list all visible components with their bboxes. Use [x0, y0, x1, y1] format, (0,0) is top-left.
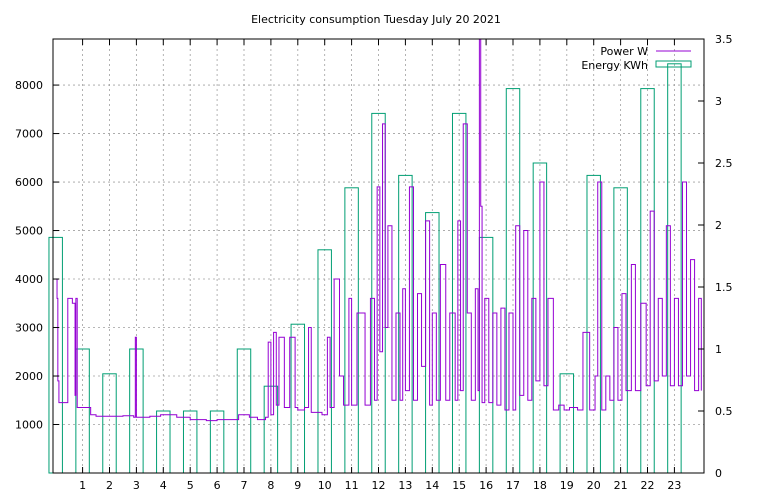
y-tick-label: 2000: [15, 370, 43, 383]
x-tick-label: 14: [425, 479, 439, 492]
x-tick-label: 13: [398, 479, 412, 492]
x-tick-label: 7: [240, 479, 247, 492]
chart-title: Electricity consumption Tuesday July 20 …: [251, 13, 501, 26]
x-tick-label: 9: [294, 479, 301, 492]
energy-bar: [48, 236, 63, 474]
x-tick-label: 16: [479, 479, 493, 492]
plot-frame: [52, 38, 705, 474]
x-tick-label: 23: [667, 479, 681, 492]
grid-lines: [53, 39, 704, 473]
power-line: [55, 38, 702, 422]
energy-bar: [559, 373, 575, 474]
x-tick-label: 21: [614, 479, 628, 492]
y-tick-label: 8000: [15, 79, 43, 92]
x-tick-label: 4: [160, 479, 167, 492]
energy-series: [48, 63, 682, 474]
legend-swatch-energy: [655, 60, 692, 68]
x-tick-label: 18: [533, 479, 547, 492]
x-tick-label: 1: [79, 479, 86, 492]
y2-tick-label: 3.5: [715, 33, 733, 46]
legend-label-energy: Energy KWh: [581, 59, 648, 72]
x-tick-label: 15: [452, 479, 466, 492]
y-tick-label: 4000: [15, 273, 43, 286]
y-tick-label: 5000: [15, 225, 43, 238]
y-tick-label: 3000: [15, 322, 43, 335]
x-tick-label: 17: [506, 479, 520, 492]
x-tick-label: 19: [560, 479, 574, 492]
x-tick-label: 3: [133, 479, 140, 492]
x-tick-label: 11: [345, 479, 359, 492]
y2-tick-label: 2.5: [715, 157, 733, 170]
legend-label-power: Power W: [600, 45, 648, 58]
power-series: [55, 38, 702, 422]
y2-tick-label: 2: [715, 219, 722, 232]
x-tick-label: 5: [187, 479, 194, 492]
x-tick-label: 22: [641, 479, 655, 492]
y2-tick-label: 0: [715, 467, 722, 480]
x-tick-label: 10: [318, 479, 332, 492]
y-tick-label: 1000: [15, 419, 43, 432]
x-tick-label: 6: [214, 479, 221, 492]
x-tick-label: 8: [267, 479, 274, 492]
y2-tick-label: 1.5: [715, 281, 733, 294]
x-tick-label: 12: [372, 479, 386, 492]
x-tick-label: 2: [106, 479, 113, 492]
y-tick-label: 6000: [15, 176, 43, 189]
y-tick-label: 7000: [15, 128, 43, 141]
y2-tick-label: 1: [715, 343, 722, 356]
y2-tick-label: 0.5: [715, 405, 733, 418]
energy-bar: [102, 373, 117, 474]
y2-tick-label: 3: [715, 95, 722, 108]
legend: Power W Energy KWh: [581, 45, 692, 72]
x-tick-label: 20: [587, 479, 601, 492]
